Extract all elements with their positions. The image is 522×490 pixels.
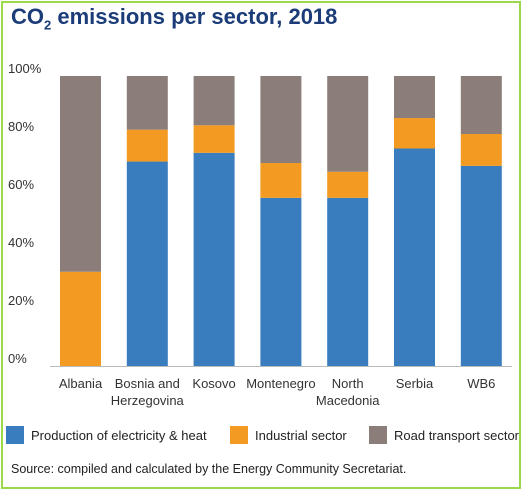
y-tick-label: 20%	[8, 293, 34, 308]
legend-item-industrial: Industrial sector	[230, 426, 347, 444]
bar-segment	[460, 76, 502, 134]
x-tick-label: Herzegovina	[111, 393, 185, 408]
y-tick-label: 0%	[8, 351, 27, 366]
bar-segment	[60, 76, 101, 272]
bar-segment	[327, 197, 369, 366]
x-tick-label: Bosnia and	[115, 376, 180, 391]
y-tick-label: 60%	[8, 177, 34, 192]
y-tick-label: 100%	[8, 61, 42, 76]
y-tick-label: 40%	[8, 235, 34, 250]
bar-segment	[193, 76, 235, 126]
chart-title: CO2 emissions per sector, 2018	[11, 4, 338, 33]
legend-label-electricity: Production of electricity & heat	[31, 427, 207, 443]
legend: Production of electricity & heat Industr…	[6, 426, 519, 448]
bar-segment	[193, 125, 235, 153]
source-note: Source: compiled and calculated by the E…	[11, 462, 407, 476]
bar-segment	[460, 134, 502, 166]
bar-segment	[260, 76, 302, 163]
y-tick-label: 80%	[8, 119, 34, 134]
x-tick-label: Montenegro	[246, 376, 315, 391]
x-tick-label: WB6	[467, 376, 495, 391]
bar-segment	[260, 163, 302, 198]
bar-segment	[126, 129, 168, 162]
legend-label-road-transport: Road transport sector	[394, 427, 520, 443]
x-tick-label: Macedonia	[316, 393, 380, 408]
bar-segment	[126, 76, 168, 130]
bar-segment	[193, 152, 235, 366]
legend-swatch-industrial	[230, 426, 248, 444]
legend-label-industrial: Industrial sector	[255, 427, 347, 443]
legend-item-road-transport: Road transport sector	[369, 426, 519, 444]
x-tick-label: Serbia	[396, 376, 434, 391]
bar-segment	[394, 76, 435, 119]
bar-segment	[394, 118, 435, 149]
x-tick-label: Kosovo	[192, 376, 235, 391]
x-tick-label: North	[332, 376, 364, 391]
bar-segment	[260, 197, 302, 366]
legend-item-electricity: Production of electricity & heat	[6, 426, 207, 444]
bar-segment	[60, 271, 101, 366]
x-tick-label: Albania	[59, 376, 103, 391]
bar-segment	[126, 161, 168, 366]
legend-swatch-electricity	[6, 426, 24, 444]
bar-segment	[327, 76, 369, 172]
legend-swatch-road-transport	[369, 426, 387, 444]
bar-segment	[394, 148, 435, 366]
bar-segment	[460, 165, 502, 366]
bar-segment	[327, 171, 369, 198]
